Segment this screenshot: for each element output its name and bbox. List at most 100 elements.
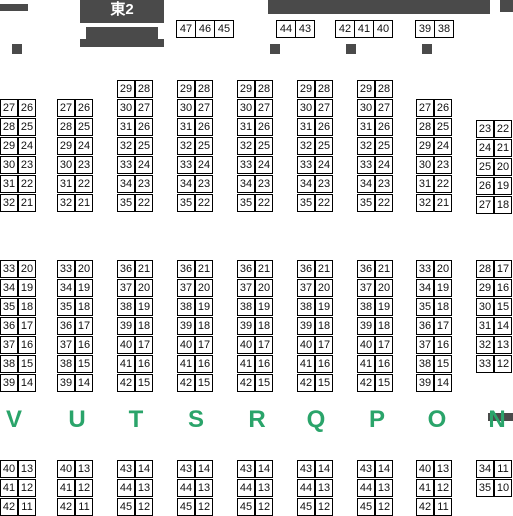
upper-booth[interactable]: 22: [434, 175, 452, 193]
middle-booth[interactable]: 16: [315, 355, 333, 373]
middle-booth[interactable]: 40: [297, 336, 315, 354]
middle-booth[interactable]: 18: [195, 317, 213, 335]
lower-booth[interactable]: 13: [18, 460, 36, 478]
lower-booth[interactable]: 11: [75, 498, 93, 516]
middle-booth[interactable]: 41: [177, 355, 195, 373]
middle-booth[interactable]: 20: [195, 279, 213, 297]
middle-booth[interactable]: 15: [135, 374, 153, 392]
upper-booth[interactable]: 26: [135, 118, 153, 136]
middle-booth[interactable]: 19: [18, 279, 36, 297]
middle-booth[interactable]: 36: [416, 317, 434, 335]
middle-booth[interactable]: 39: [177, 317, 195, 335]
middle-booth[interactable]: 38: [237, 298, 255, 316]
upper-booth[interactable]: 23: [375, 175, 393, 193]
upper-booth[interactable]: 35: [117, 194, 135, 212]
upper-booth[interactable]: 24: [255, 156, 273, 174]
middle-booth[interactable]: 17: [375, 336, 393, 354]
upper-booth[interactable]: 31: [357, 118, 375, 136]
lower-booth[interactable]: 45: [117, 498, 135, 516]
lower-booth[interactable]: 45: [237, 498, 255, 516]
upper-booth[interactable]: 33: [297, 156, 315, 174]
middle-booth[interactable]: 17: [18, 317, 36, 335]
upper-booth[interactable]: 25: [135, 137, 153, 155]
upper-booth[interactable]: 30: [237, 99, 255, 117]
middle-booth[interactable]: 21: [195, 260, 213, 278]
lower-booth[interactable]: 35: [476, 479, 494, 497]
middle-booth[interactable]: 15: [18, 355, 36, 373]
middle-booth[interactable]: 18: [135, 317, 153, 335]
middle-booth[interactable]: 37: [416, 336, 434, 354]
upper-booth[interactable]: 27: [416, 99, 434, 117]
top-booth[interactable]: 47: [176, 20, 196, 38]
lower-booth[interactable]: 13: [75, 460, 93, 478]
upper-booth[interactable]: 33: [357, 156, 375, 174]
upper-booth[interactable]: 34: [297, 175, 315, 193]
upper-booth[interactable]: 31: [57, 175, 75, 193]
middle-booth[interactable]: 38: [297, 298, 315, 316]
middle-booth[interactable]: 14: [18, 374, 36, 392]
upper-booth[interactable]: 26: [315, 118, 333, 136]
middle-booth[interactable]: 20: [315, 279, 333, 297]
middle-booth[interactable]: 15: [375, 374, 393, 392]
lower-booth[interactable]: 42: [0, 498, 18, 516]
lower-booth[interactable]: 14: [375, 460, 393, 478]
upper-booth[interactable]: 33: [117, 156, 135, 174]
upper-booth[interactable]: 31: [297, 118, 315, 136]
lower-booth[interactable]: 43: [357, 460, 375, 478]
middle-booth[interactable]: 17: [195, 336, 213, 354]
middle-booth[interactable]: 42: [117, 374, 135, 392]
upper-booth[interactable]: 30: [357, 99, 375, 117]
upper-booth[interactable]: 20: [494, 158, 512, 176]
lower-booth[interactable]: 12: [375, 498, 393, 516]
upper-booth[interactable]: 35: [357, 194, 375, 212]
upper-booth[interactable]: 28: [255, 80, 273, 98]
middle-booth[interactable]: 37: [177, 279, 195, 297]
middle-booth[interactable]: 21: [255, 260, 273, 278]
top-booth[interactable]: 43: [295, 20, 315, 38]
middle-booth[interactable]: 34: [57, 279, 75, 297]
middle-booth[interactable]: 20: [434, 260, 452, 278]
upper-booth[interactable]: 26: [75, 99, 93, 117]
middle-booth[interactable]: 40: [117, 336, 135, 354]
upper-booth[interactable]: 28: [57, 118, 75, 136]
upper-booth[interactable]: 22: [255, 194, 273, 212]
middle-booth[interactable]: 21: [315, 260, 333, 278]
lower-booth[interactable]: 13: [135, 479, 153, 497]
upper-booth[interactable]: 32: [297, 137, 315, 155]
upper-booth[interactable]: 27: [135, 99, 153, 117]
upper-booth[interactable]: 22: [18, 175, 36, 193]
top-booth[interactable]: 44: [276, 20, 296, 38]
upper-booth[interactable]: 23: [75, 156, 93, 174]
upper-booth[interactable]: 25: [18, 118, 36, 136]
upper-booth[interactable]: 35: [297, 194, 315, 212]
middle-booth[interactable]: 35: [416, 298, 434, 316]
upper-booth[interactable]: 27: [255, 99, 273, 117]
middle-booth[interactable]: 20: [375, 279, 393, 297]
upper-booth[interactable]: 23: [135, 175, 153, 193]
upper-booth[interactable]: 24: [195, 156, 213, 174]
middle-booth[interactable]: 37: [297, 279, 315, 297]
lower-booth[interactable]: 45: [297, 498, 315, 516]
upper-booth[interactable]: 25: [255, 137, 273, 155]
upper-booth[interactable]: 22: [75, 175, 93, 193]
upper-booth[interactable]: 27: [476, 196, 494, 214]
middle-booth[interactable]: 20: [135, 279, 153, 297]
upper-booth[interactable]: 22: [135, 194, 153, 212]
upper-booth[interactable]: 22: [315, 194, 333, 212]
middle-booth[interactable]: 20: [75, 260, 93, 278]
middle-booth[interactable]: 29: [476, 279, 494, 297]
middle-booth[interactable]: 14: [75, 374, 93, 392]
middle-booth[interactable]: 39: [416, 374, 434, 392]
lower-booth[interactable]: 13: [315, 479, 333, 497]
upper-booth[interactable]: 21: [494, 139, 512, 157]
upper-booth[interactable]: 23: [18, 156, 36, 174]
middle-booth[interactable]: 18: [255, 317, 273, 335]
lower-booth[interactable]: 43: [177, 460, 195, 478]
middle-booth[interactable]: 21: [135, 260, 153, 278]
upper-booth[interactable]: 21: [434, 194, 452, 212]
middle-booth[interactable]: 16: [75, 336, 93, 354]
middle-booth[interactable]: 19: [434, 279, 452, 297]
upper-booth[interactable]: 27: [0, 99, 18, 117]
middle-booth[interactable]: 15: [315, 374, 333, 392]
lower-booth[interactable]: 44: [357, 479, 375, 497]
